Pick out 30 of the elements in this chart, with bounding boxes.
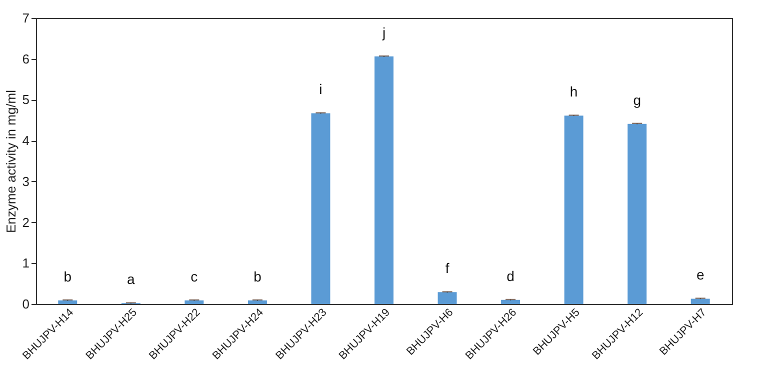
bar	[58, 300, 78, 304]
bar	[564, 116, 584, 304]
y-tick-label: 3	[22, 174, 30, 189]
y-tick-label: 4	[22, 133, 30, 148]
annotation: h	[570, 84, 578, 100]
y-tick-label: 6	[22, 51, 30, 66]
annotation: c	[190, 268, 198, 284]
annotation: b	[254, 268, 262, 284]
y-axis-title: Enzyme activity in mg/ml	[3, 90, 18, 234]
annotation: g	[633, 92, 641, 108]
annotation: d	[506, 268, 514, 284]
y-tick-label: 7	[22, 10, 30, 26]
annotation: f	[445, 260, 450, 276]
bar	[628, 124, 647, 304]
bar	[438, 292, 457, 304]
y-tick-label: 5	[22, 92, 30, 108]
annotation: i	[319, 81, 322, 98]
bar	[374, 56, 394, 304]
bar	[248, 300, 267, 304]
annotation: j	[381, 24, 386, 40]
y-tick-label: 0	[22, 296, 30, 312]
annotation: a	[127, 271, 136, 288]
bar	[184, 300, 204, 304]
y-tick-label: 2	[22, 214, 30, 230]
bar	[501, 300, 520, 304]
annotation: b	[64, 268, 72, 284]
y-tick-label: 1	[22, 256, 30, 271]
annotation: e	[696, 266, 704, 283]
bar	[690, 298, 710, 304]
bar	[311, 113, 330, 304]
